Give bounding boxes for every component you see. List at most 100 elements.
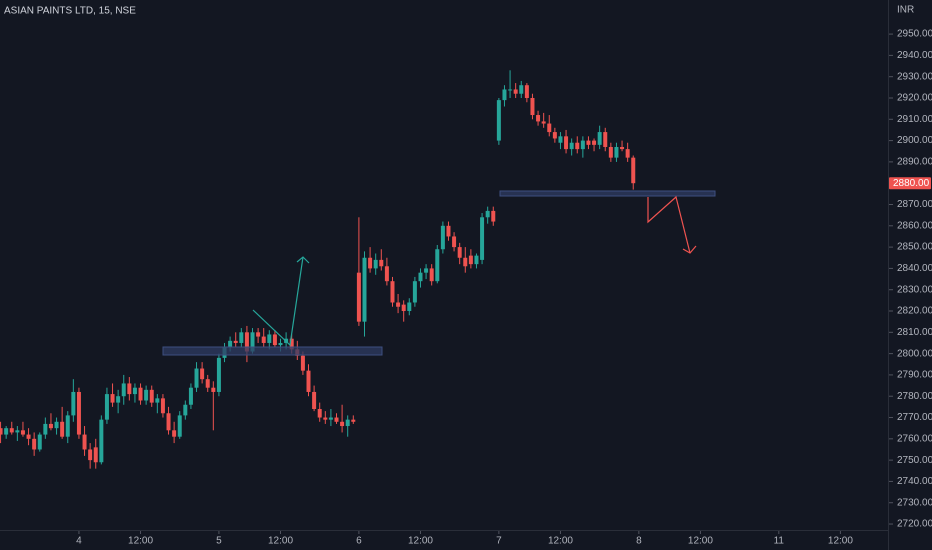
bearish-path xyxy=(647,195,691,254)
candle-body xyxy=(0,428,3,435)
y-tick-label: 2920.00 xyxy=(897,93,932,104)
candle-body xyxy=(267,334,272,343)
candle-body xyxy=(396,302,401,307)
candle-body xyxy=(239,332,244,343)
candle-body xyxy=(132,387,137,395)
x-tick-label: 12:00 xyxy=(268,536,293,547)
candle-body xyxy=(166,413,171,431)
y-tick-label: 2950.00 xyxy=(897,29,932,40)
candle-body xyxy=(183,404,188,416)
candle-body xyxy=(104,394,109,420)
currency-label: INR xyxy=(897,5,914,16)
candle-body xyxy=(418,272,423,282)
candle-body xyxy=(323,417,328,420)
candle-body xyxy=(76,391,81,435)
candle-body xyxy=(547,123,552,133)
candle-body xyxy=(4,428,9,435)
bullish-path xyxy=(252,256,304,347)
x-tick-label: 11 xyxy=(774,536,785,547)
candle-body xyxy=(200,368,205,380)
candle-body xyxy=(384,266,389,282)
candle-body xyxy=(194,368,199,388)
candle-body xyxy=(328,417,333,420)
candle-body xyxy=(468,255,473,265)
y-tick-label: 2780.00 xyxy=(897,391,932,402)
last-price-label: 2880.00 xyxy=(893,178,930,189)
candle-body xyxy=(99,419,104,463)
candle-body xyxy=(82,434,87,450)
x-tick-label: 12:00 xyxy=(548,536,573,547)
y-tick-label: 2730.00 xyxy=(897,497,932,508)
y-tick-label: 2930.00 xyxy=(897,71,932,82)
bearish-arrowhead xyxy=(682,245,697,254)
candle-body xyxy=(306,370,311,392)
candle-body xyxy=(552,132,557,139)
x-tick-label: 8 xyxy=(636,536,642,547)
candle-body xyxy=(127,383,132,395)
candle-body xyxy=(110,394,115,403)
candle-body xyxy=(496,100,501,141)
y-tick-label: 2870.00 xyxy=(897,199,932,210)
candle-body xyxy=(541,121,546,124)
candle-body xyxy=(317,409,322,418)
candle-body xyxy=(530,97,535,116)
candle-body xyxy=(491,210,496,222)
candle-body xyxy=(345,419,350,427)
candle-body xyxy=(356,272,361,322)
candle-body xyxy=(48,423,53,429)
candle-body xyxy=(188,387,193,405)
resistance-zone xyxy=(499,190,716,197)
candle-body xyxy=(513,89,518,94)
candle-body xyxy=(463,257,468,267)
candle-body xyxy=(362,257,367,322)
candle-body xyxy=(603,132,608,147)
candle-body xyxy=(564,136,569,150)
candle-body xyxy=(536,115,541,122)
candle-body xyxy=(446,225,451,237)
candle-body xyxy=(597,132,602,145)
y-tick-label: 2910.00 xyxy=(897,114,932,125)
candle-body xyxy=(205,379,210,388)
candle-body xyxy=(368,257,373,269)
y-tick-label: 2890.00 xyxy=(897,157,932,168)
y-tick-label: 2830.00 xyxy=(897,284,932,295)
candle-body xyxy=(312,391,317,410)
candle-body xyxy=(172,430,177,437)
symbol-title: ASIAN PAINTS LTD, 15, NSE xyxy=(4,6,136,17)
y-tick-label: 2770.00 xyxy=(897,412,932,423)
candle-body xyxy=(272,334,277,346)
candle-body xyxy=(429,268,434,282)
candle-body xyxy=(524,85,529,98)
candle-body xyxy=(412,281,417,303)
candle-body xyxy=(575,142,580,150)
y-tick-label: 2820.00 xyxy=(897,306,932,317)
candle-body xyxy=(54,421,59,429)
x-tick-label: 12:00 xyxy=(408,536,433,547)
x-tick-label: 4 xyxy=(76,536,82,547)
candle-body xyxy=(155,398,160,403)
candle-body xyxy=(60,421,65,437)
y-tick-label: 2790.00 xyxy=(897,370,932,381)
candle-body xyxy=(435,249,440,282)
candle-body xyxy=(625,149,630,158)
candle-body xyxy=(138,387,143,401)
candle-body xyxy=(519,85,524,94)
x-tick-label: 7 xyxy=(496,536,502,547)
candle-body xyxy=(480,217,485,260)
candle-body xyxy=(340,421,345,427)
candle-body xyxy=(20,430,25,435)
bullish-arrowhead xyxy=(296,256,310,264)
candle-body xyxy=(440,225,445,250)
candle-body xyxy=(401,304,406,312)
candle-body xyxy=(15,430,20,433)
plot xyxy=(0,70,636,469)
candle-body xyxy=(502,89,507,101)
candle-body xyxy=(250,332,255,352)
candle-body xyxy=(457,247,462,258)
candle-body xyxy=(485,210,490,218)
candle-body xyxy=(26,434,31,439)
candle-body xyxy=(474,255,479,265)
candle-body xyxy=(211,387,216,392)
candle-body xyxy=(244,332,249,352)
